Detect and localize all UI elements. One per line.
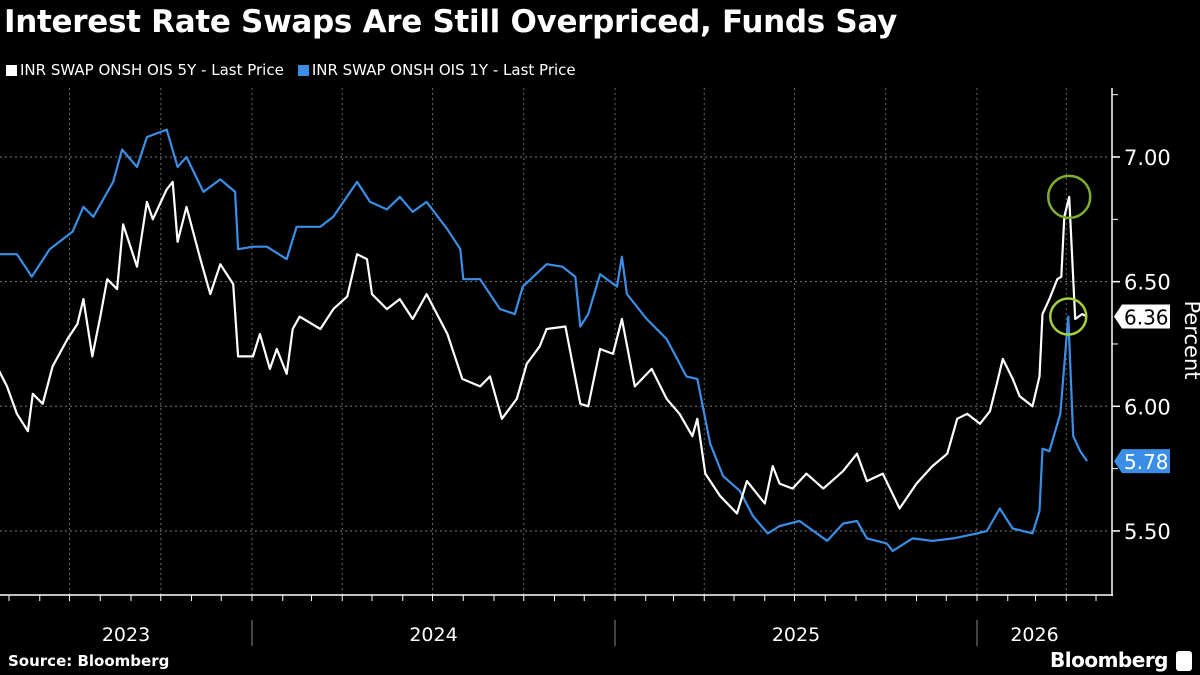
legend-swatch-1y xyxy=(297,64,309,76)
last-value-tag xyxy=(1114,449,1170,474)
legend-item-1y: INR SWAP ONSH OIS 1Y - Last Price xyxy=(297,61,576,79)
y-tick-label: 5.50 xyxy=(1124,520,1171,544)
x-tick-label: 2026 xyxy=(1010,624,1058,646)
chart-title: Interest Rate Swaps Are Still Overpriced… xyxy=(4,4,898,40)
bloomberg-logo-icon xyxy=(1176,651,1192,671)
last-value-tag xyxy=(1114,304,1170,329)
x-tick-label: 2024 xyxy=(409,624,457,646)
last-value-label: 6.36 xyxy=(1124,306,1169,330)
last-value-label: 5.78 xyxy=(1124,450,1169,474)
x-tick-label: 2025 xyxy=(772,624,820,646)
legend: INR SWAP ONSH OIS 5Y - Last Price INR SW… xyxy=(6,61,576,79)
y-axis-label: Percent xyxy=(1180,300,1200,380)
series-line-1y xyxy=(0,128,1089,552)
source-note: Source: Bloomberg xyxy=(8,652,170,670)
legend-label-5y: INR SWAP ONSH OIS 5Y - Last Price xyxy=(20,61,284,79)
highlight-circle xyxy=(1049,297,1088,336)
series-line-5y xyxy=(0,180,1088,515)
legend-label-1y: INR SWAP ONSH OIS 1Y - Last Price xyxy=(311,61,576,79)
y-tick-label: 6.00 xyxy=(1124,395,1171,419)
y-tick-label: 6.50 xyxy=(1124,271,1171,295)
highlight-circle xyxy=(1046,174,1092,220)
legend-item-5y: INR SWAP ONSH OIS 5Y - Last Price xyxy=(6,61,284,79)
x-tick-label: 2023 xyxy=(102,624,150,646)
bloomberg-logo: Bloomberg xyxy=(1050,648,1168,672)
legend-swatch-5y xyxy=(6,64,17,76)
y-tick-label: 7.00 xyxy=(1124,146,1171,170)
